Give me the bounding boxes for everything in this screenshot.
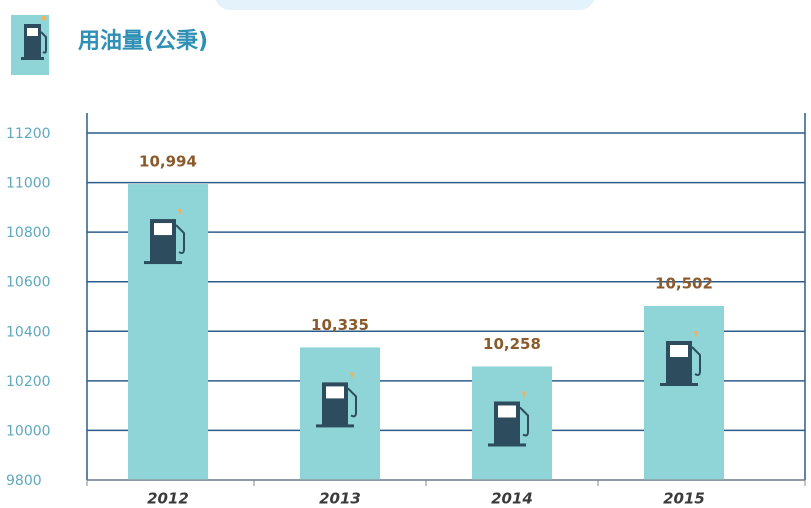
y-tick-label: 11200	[6, 126, 51, 142]
y-tick-label: 11000	[6, 176, 51, 192]
pump-drop	[178, 209, 182, 217]
pump-window	[498, 405, 516, 418]
pump-hose	[347, 387, 357, 418]
y-tick-label: 10600	[6, 275, 51, 291]
bar	[644, 306, 724, 480]
pump-drop	[522, 391, 526, 399]
y-tick-label: 10200	[6, 374, 51, 390]
value-label: 10,502	[655, 275, 713, 293]
top-decoration	[215, 0, 595, 10]
pump-base	[144, 261, 182, 265]
pump-base	[316, 424, 354, 428]
pump-window	[326, 386, 344, 399]
y-tick-label: 10400	[6, 324, 51, 340]
title-icon	[11, 15, 49, 75]
value-label: 10,258	[483, 335, 541, 353]
pump-hose	[691, 346, 701, 376]
pump-icon	[316, 372, 357, 428]
value-label: 10,994	[139, 153, 197, 171]
pump-icon	[660, 331, 701, 387]
pump-hose	[175, 224, 185, 255]
pump-base	[660, 383, 698, 387]
y-tick-label: 10800	[6, 225, 51, 241]
pump-window	[154, 223, 172, 236]
y-tick-label: 10000	[6, 423, 51, 439]
chart-title: 用油量(公秉)	[78, 29, 208, 54]
pump-icon	[488, 391, 529, 447]
pump-base	[488, 443, 526, 447]
pump-drop	[350, 372, 354, 380]
y-tick-label: 9800	[6, 473, 42, 489]
pump-hose	[519, 406, 529, 437]
x-tick-label: 2013	[319, 490, 361, 508]
pump-drop	[694, 331, 698, 339]
x-tick-label: 2012	[147, 490, 189, 508]
pump-window	[670, 345, 688, 358]
x-tick-label: 2015	[663, 490, 705, 508]
pump-icon	[144, 209, 185, 265]
x-tick-label: 2014	[491, 490, 533, 508]
value-label: 10,335	[311, 316, 369, 334]
